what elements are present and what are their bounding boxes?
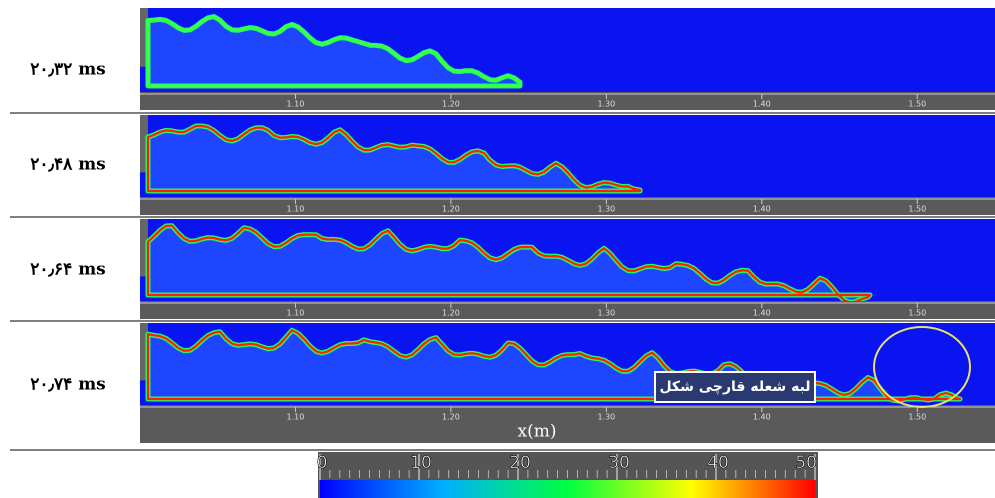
inlet-wall xyxy=(140,219,148,277)
panel: 1.10 1.20 1.30 1.40 1.50 xyxy=(140,115,995,215)
colorbar-label: 40 xyxy=(707,453,729,473)
flame-front xyxy=(146,15,522,88)
x-tick-label: 1.20 xyxy=(442,100,460,109)
x-tick-label: 1.10 xyxy=(287,309,305,318)
axis-strip xyxy=(140,405,995,443)
x-tick-label: 1.20 xyxy=(442,309,460,318)
highlight-ellipse xyxy=(873,326,971,408)
colorbar-label: 50 xyxy=(795,453,817,473)
colorbar-gradient xyxy=(320,480,815,498)
x-tick-label: 1.10 xyxy=(287,205,305,214)
colorbar-label: 10 xyxy=(410,453,432,473)
colorbar-label: 20 xyxy=(509,453,531,473)
x-tick-label: 1.20 xyxy=(442,205,460,214)
x-axis-label: x(m) xyxy=(518,422,557,442)
annotation: لبه شعله قارچی شکل xyxy=(659,379,810,395)
x-tick-label: 1.50 xyxy=(908,205,926,214)
time-label: ۲۰٫۷۴ ms xyxy=(30,375,106,395)
colorbar-label: 0 xyxy=(317,453,328,473)
colorbar-label: 30 xyxy=(608,453,630,473)
x-tick-label: 1.10 xyxy=(287,100,305,109)
axis-strip xyxy=(140,92,995,110)
time-label: ۲۰٫۳۲ ms xyxy=(30,60,106,80)
x-tick-label: 1.30 xyxy=(597,309,615,318)
x-tick-label: 1.40 xyxy=(753,413,771,422)
axis-strip xyxy=(140,301,995,319)
x-tick-label: 1.50 xyxy=(908,100,926,109)
x-tick-label: 1.20 xyxy=(442,413,460,422)
x-tick-label: 1.10 xyxy=(287,413,305,422)
x-tick-label: 1.40 xyxy=(753,309,771,318)
panel: 1.10 1.20 1.30 1.40 1.50 xyxy=(140,219,995,319)
panel: 1.10 1.20 1.30 1.40 1.50 xyxy=(140,8,995,110)
inlet-wall xyxy=(140,8,148,67)
flame-front xyxy=(146,224,872,304)
axis-strip xyxy=(140,197,995,215)
annotation-box xyxy=(654,371,816,403)
x-tick-label: 1.40 xyxy=(753,205,771,214)
inlet-wall xyxy=(140,323,148,381)
inlet-wall xyxy=(140,115,148,173)
x-tick-label: 1.30 xyxy=(597,100,615,109)
colorbar xyxy=(318,452,818,498)
time-label: ۲۰٫۶۴ ms xyxy=(30,260,106,280)
time-label: ۲۰٫۴۸ ms xyxy=(30,155,106,175)
x-tick-label: 1.50 xyxy=(908,413,926,422)
flame-front xyxy=(146,124,642,193)
x-tick-label: 1.30 xyxy=(597,205,615,214)
x-tick-label: 1.40 xyxy=(753,100,771,109)
flame-front xyxy=(146,329,962,402)
x-tick-label: 1.50 xyxy=(908,309,926,318)
panel: 1.10 1.20 1.30 1.40 1.50 xyxy=(140,323,995,443)
x-tick-label: 1.30 xyxy=(597,413,615,422)
